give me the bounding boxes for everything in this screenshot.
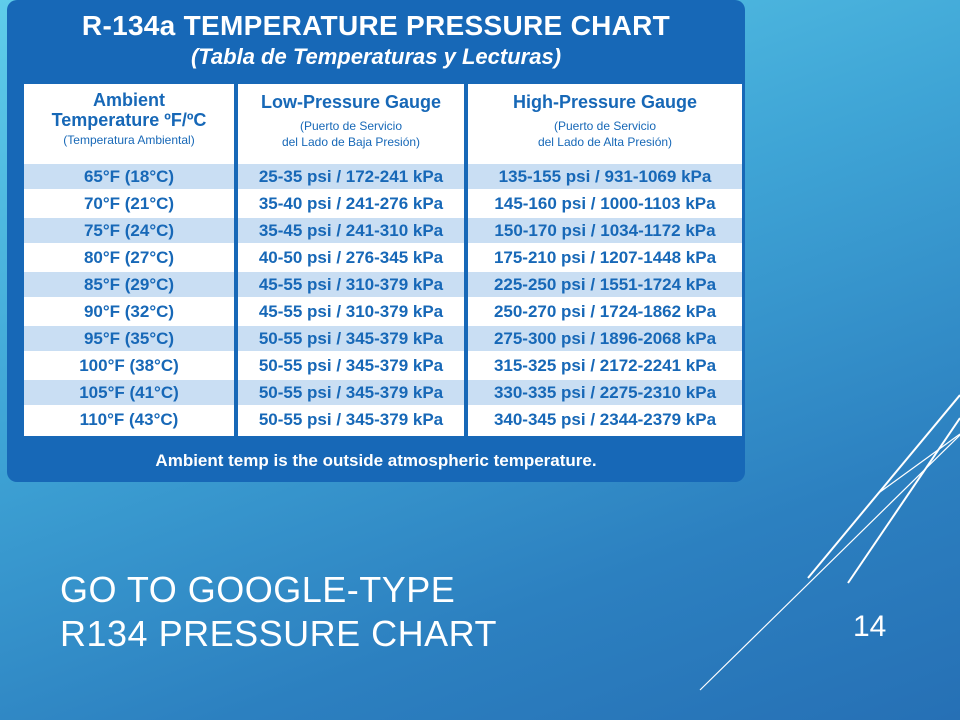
header-ambient-sub: (Temperatura Ambiental): [63, 133, 195, 147]
header-high-pressure: High-Pressure Gauge (Puerto de Servicio …: [468, 84, 742, 162]
cell-high-pressure: 225-250 psi / 1551-1724 kPa: [493, 275, 717, 294]
table-row: 100°F (38°C) 50-55 psi / 345-379 kPa 315-3…: [24, 353, 742, 378]
cell-low-pressure: 50-55 psi / 345-379 kPa: [258, 329, 444, 348]
cell-low-pressure: 35-40 psi / 241-276 kPa: [258, 194, 444, 213]
cell-low-pressure: 45-55 psi / 310-379 kPa: [258, 275, 444, 294]
header-ambient-line1: Ambient: [93, 90, 165, 110]
cell-high-pressure: 145-160 psi / 1000-1103 kPa: [494, 194, 716, 213]
cell-low-pressure: 50-55 psi / 345-379 kPa: [258, 356, 444, 375]
cell-low-pressure: 35-45 psi / 241-310 kPa: [258, 221, 444, 240]
header-ambient-line2: Temperature ºF/ºC: [51, 110, 207, 130]
table-row: 95°F (35°C) 50-55 psi / 345-379 kPa 275-30…: [24, 326, 742, 351]
table-row: 90°F (32°C) 45-55 psi / 310-379 kPa 250-27…: [24, 299, 742, 324]
cell-low-pressure: 50-55 psi / 345-379 kPa: [258, 383, 444, 402]
cell-low-pressure: 45-55 psi / 310-379 kPa: [258, 302, 444, 321]
header-ambient: Ambient Temperature ºF/ºC (Temperatura A…: [24, 84, 234, 162]
cell-ambient-temp: 105°F (41°C): [79, 383, 179, 402]
cell-low-pressure: 40-50 psi / 276-345 kPa: [258, 248, 444, 267]
header-high-sub1: (Puerto de Servicio: [553, 119, 657, 133]
table-row: 65°F (18°C) 25-35 psi / 172-241 kPa 135-15…: [24, 164, 742, 189]
cell-ambient-temp: 85°F (29°C): [83, 275, 175, 294]
slide-title: GO TO GOOGLE-TYPE R134 PRESSURE CHART: [60, 568, 497, 656]
slide-number: 14: [853, 610, 887, 643]
chart-title: R-134a TEMPERATURE PRESSURE CHART: [81, 10, 671, 41]
header-high-title: High-Pressure Gauge: [512, 92, 698, 112]
table-row: 80°F (27°C) 40-50 psi / 276-345 kPa 175-21…: [24, 245, 742, 270]
pressure-chart-image: R-134a TEMPERATURE PRESSURE CHART (Tabla…: [7, 0, 745, 482]
slide-title-line2: R134 PRESSURE CHART: [60, 613, 497, 654]
column-divider: [464, 84, 468, 436]
cell-ambient-temp: 75°F (24°C): [83, 221, 175, 240]
header-low-sub2: del Lado de Baja Presión): [281, 135, 421, 149]
cell-ambient-temp: 65°F (18°C): [83, 167, 175, 186]
cell-high-pressure: 250-270 psi / 1724-1862 kPa: [493, 302, 717, 321]
table-row: 105°F (41°C) 50-55 psi / 345-379 kPa 330-3…: [24, 380, 742, 405]
table-row: 110°F (43°C) 50-55 psi / 345-379 kPa 340-3…: [24, 407, 742, 432]
cell-high-pressure: 150-170 psi / 1034-1172 kPa: [494, 221, 716, 240]
cell-high-pressure: 275-300 psi / 1896-2068 kPa: [493, 329, 717, 348]
cell-high-pressure: 135-155 psi / 931-1069 kPa: [498, 167, 712, 186]
cell-ambient-temp: 90°F (32°C): [83, 302, 175, 321]
cell-ambient-temp: 70°F (21°C): [83, 194, 175, 213]
cell-low-pressure: 50-55 psi / 345-379 kPa: [258, 410, 444, 429]
header-high-sub2: del Lado de Alta Presión): [537, 135, 673, 149]
table-row: 85°F (29°C) 45-55 psi / 310-379 kPa 225-25…: [24, 272, 742, 297]
cell-high-pressure: 175-210 psi / 1207-1448 kPa: [493, 248, 717, 267]
header-low-title: Low-Pressure Gauge: [260, 92, 442, 112]
cell-low-pressure: 25-35 psi / 172-241 kPa: [258, 167, 444, 186]
table-row: 70°F (21°C) 35-40 psi / 241-276 kPa 145-16…: [24, 191, 742, 216]
header-low-sub1: (Puerto de Servicio: [299, 119, 403, 133]
chart-subtitle: (Tabla de Temperaturas y Lecturas): [190, 44, 562, 69]
cell-ambient-temp: 80°F (27°C): [83, 248, 175, 267]
slide-title-line1: GO TO GOOGLE-TYPE: [60, 569, 456, 610]
table-row: 75°F (24°C) 35-45 psi / 241-310 kPa 150-17…: [24, 218, 742, 243]
column-divider: [234, 84, 238, 436]
cell-ambient-temp: 95°F (35°C): [83, 329, 175, 348]
cell-ambient-temp: 110°F (43°C): [79, 410, 179, 429]
cell-ambient-temp: 100°F (38°C): [79, 356, 179, 375]
header-low-pressure: Low-Pressure Gauge (Puerto de Servicio d…: [238, 84, 464, 162]
cell-high-pressure: 315-325 psi / 2172-2241 kPa: [493, 356, 717, 375]
cell-high-pressure: 330-335 psi / 2275-2310 kPa: [493, 383, 717, 402]
pressure-table: Ambient Temperature ºF/ºC (Temperatura A…: [24, 84, 742, 436]
chart-footnote: Ambient temp is the outside atmospheric …: [155, 451, 597, 470]
cell-high-pressure: 340-345 psi / 2344-2379 kPa: [493, 410, 717, 429]
